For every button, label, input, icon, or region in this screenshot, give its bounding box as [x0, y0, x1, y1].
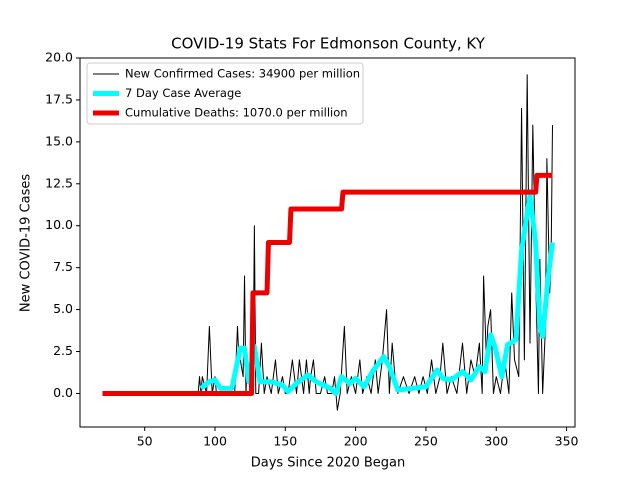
- x-tick-label: 50: [137, 434, 153, 449]
- x-tick-label: 350: [555, 434, 579, 449]
- chart-title: COVID-19 Stats For Edmonson County, KY: [171, 35, 486, 53]
- x-tick-label: 250: [414, 434, 438, 449]
- y-tick-label: 15.0: [45, 133, 73, 148]
- x-tick-label: 150: [273, 434, 297, 449]
- x-axis-label: Days Since 2020 Began: [251, 456, 406, 471]
- legend-box: [86, 62, 364, 125]
- x-tick-label: 300: [484, 434, 508, 449]
- y-tick-label: 7.5: [53, 259, 73, 274]
- y-tick-label: 5.0: [53, 301, 73, 316]
- y-axis-label: New COVID-19 Cases: [19, 174, 34, 312]
- legend-label: New Confirmed Cases: 34900 per million: [125, 67, 360, 81]
- y-tick-label: 10.0: [45, 217, 73, 232]
- plot-frame: [79, 57, 576, 428]
- legend-label: Cumulative Deaths: 1070.0 per million: [125, 106, 348, 120]
- y-tick-label: 2.5: [53, 343, 73, 358]
- y-tick-label: 12.5: [45, 175, 73, 190]
- x-tick-label: 100: [203, 434, 227, 449]
- legend: New Confirmed Cases: 34900 per million 7 …: [86, 62, 364, 125]
- y-tick-label: 20.0: [45, 50, 73, 65]
- y-tick-label: 0.0: [53, 385, 73, 400]
- y-tick-label: 17.5: [45, 91, 73, 106]
- legend-label: 7 Day Case Average: [125, 86, 241, 100]
- series-line: [102, 172, 553, 396]
- x-tick-label: 200: [344, 434, 368, 449]
